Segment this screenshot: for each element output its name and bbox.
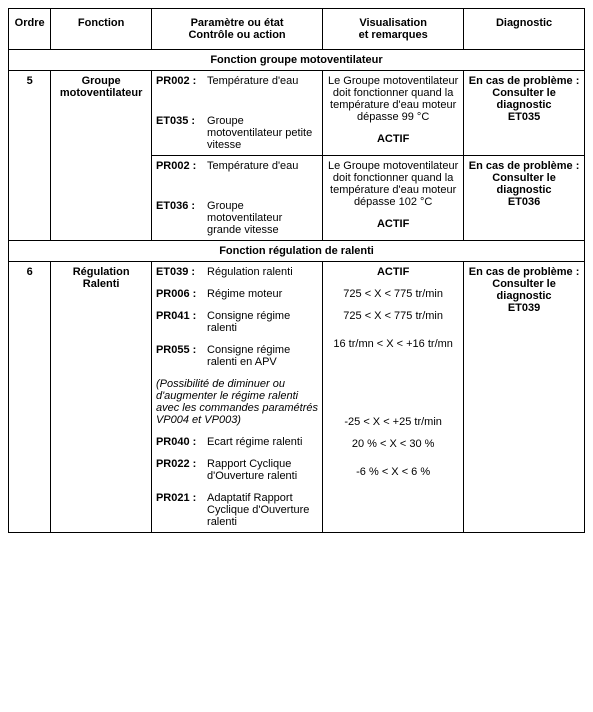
visu-value: -25 < X < +25 tr/min <box>327 416 459 428</box>
param-label: Régime moteur <box>207 288 317 300</box>
section1-title: Fonction groupe motoventilateur <box>9 50 585 71</box>
diag-line: En cas de problème : <box>468 160 580 172</box>
param-label: Consigne régime ralenti en APV <box>207 344 317 368</box>
param-code: PR002 : <box>156 75 204 87</box>
visu-value: ACTIF <box>327 266 459 278</box>
diag-code: ET039 <box>468 302 580 314</box>
visu-text: Le Groupe motoventilateur doit fonctionn… <box>327 75 459 123</box>
param-note: (Possibilité de diminuer ou d'augmenter … <box>156 378 318 426</box>
section2-diag: En cas de problème : Consulter le diagno… <box>464 262 585 533</box>
param-code: PR040 : <box>156 436 204 448</box>
param-label: Régulation ralenti <box>207 266 317 278</box>
param-code: ET039 : <box>156 266 204 278</box>
diag-line: En cas de problème : <box>468 266 580 278</box>
param-code: PR021 : <box>156 492 204 504</box>
visu-value: -6 % < X < 6 % <box>327 466 459 478</box>
param-label: Température d'eau <box>207 75 317 87</box>
section2-params: ET039 : Régulation ralenti PR006 : Régim… <box>151 262 322 533</box>
visu-value: 16 tr/mn < X < +16 tr/mn <box>327 338 459 350</box>
visu-state: ACTIF <box>327 133 459 145</box>
visu-value: 725 < X < 775 tr/min <box>327 288 459 300</box>
section2-fonction: Régulation Ralenti <box>51 262 152 533</box>
diagnostic-table: Ordre Fonction Paramètre ou état Contrôl… <box>8 8 585 533</box>
param-code: PR055 : <box>156 344 204 356</box>
diag-line: Consulter le diagnostic <box>468 87 580 111</box>
param-code: PR006 : <box>156 288 204 300</box>
section1-ordre: 5 <box>9 71 51 241</box>
header-param: Paramètre ou état Contrôle ou action <box>151 9 322 50</box>
visu-state: ACTIF <box>327 218 459 230</box>
param-label: Rapport Cyclique d'Ouverture ralenti <box>207 458 317 482</box>
header-fonction: Fonction <box>51 9 152 50</box>
param-code: PR022 : <box>156 458 204 470</box>
param-code: ET035 : <box>156 115 204 127</box>
param-label: Groupe motoventilateur grande vitesse <box>207 200 317 236</box>
section2-visu: ACTIF 725 < X < 775 tr/min 725 < X < 775… <box>323 262 464 533</box>
diag-code: ET036 <box>468 196 580 208</box>
section1b-params: PR002 : Température d'eau ET036 : Groupe… <box>151 156 322 241</box>
section1a-params: PR002 : Température d'eau ET035 : Groupe… <box>151 71 322 156</box>
param-label: Ecart régime ralenti <box>207 436 317 448</box>
header-ordre: Ordre <box>9 9 51 50</box>
param-code: ET036 : <box>156 200 204 212</box>
section2-row: 6 Régulation Ralenti ET039 : Régulation … <box>9 262 585 533</box>
section1a-visu: Le Groupe motoventilateur doit fonctionn… <box>323 71 464 156</box>
header-visu: Visualisation et remarques <box>323 9 464 50</box>
diag-code: ET035 <box>468 111 580 123</box>
diag-line: Consulter le diagnostic <box>468 278 580 302</box>
section1-row-a: 5 Groupe motoventilateur PR002 : Tempéra… <box>9 71 585 156</box>
section1b-visu: Le Groupe motoventilateur doit fonctionn… <box>323 156 464 241</box>
param-label: Consigne régime ralenti <box>207 310 317 334</box>
param-label: Groupe motoventilateur petite vitesse <box>207 115 317 151</box>
section1a-diag: En cas de problème : Consulter le diagno… <box>464 71 585 156</box>
param-code: PR041 : <box>156 310 204 322</box>
header-diag: Diagnostic <box>464 9 585 50</box>
param-label: Température d'eau <box>207 160 317 172</box>
param-label: Adaptatif Rapport Cyclique d'Ouverture r… <box>207 492 317 528</box>
param-code: PR002 : <box>156 160 204 172</box>
header-row: Ordre Fonction Paramètre ou état Contrôl… <box>9 9 585 50</box>
section1b-diag: En cas de problème : Consulter le diagno… <box>464 156 585 241</box>
visu-value: 20 % < X < 30 % <box>327 438 459 450</box>
section1-fonction: Groupe motoventilateur <box>51 71 152 241</box>
diag-line: En cas de problème : <box>468 75 580 87</box>
section2-ordre: 6 <box>9 262 51 533</box>
visu-value: 725 < X < 775 tr/min <box>327 310 459 322</box>
section2-title: Fonction régulation de ralenti <box>9 241 585 262</box>
visu-text: Le Groupe motoventilateur doit fonctionn… <box>327 160 459 208</box>
diag-line: Consulter le diagnostic <box>468 172 580 196</box>
